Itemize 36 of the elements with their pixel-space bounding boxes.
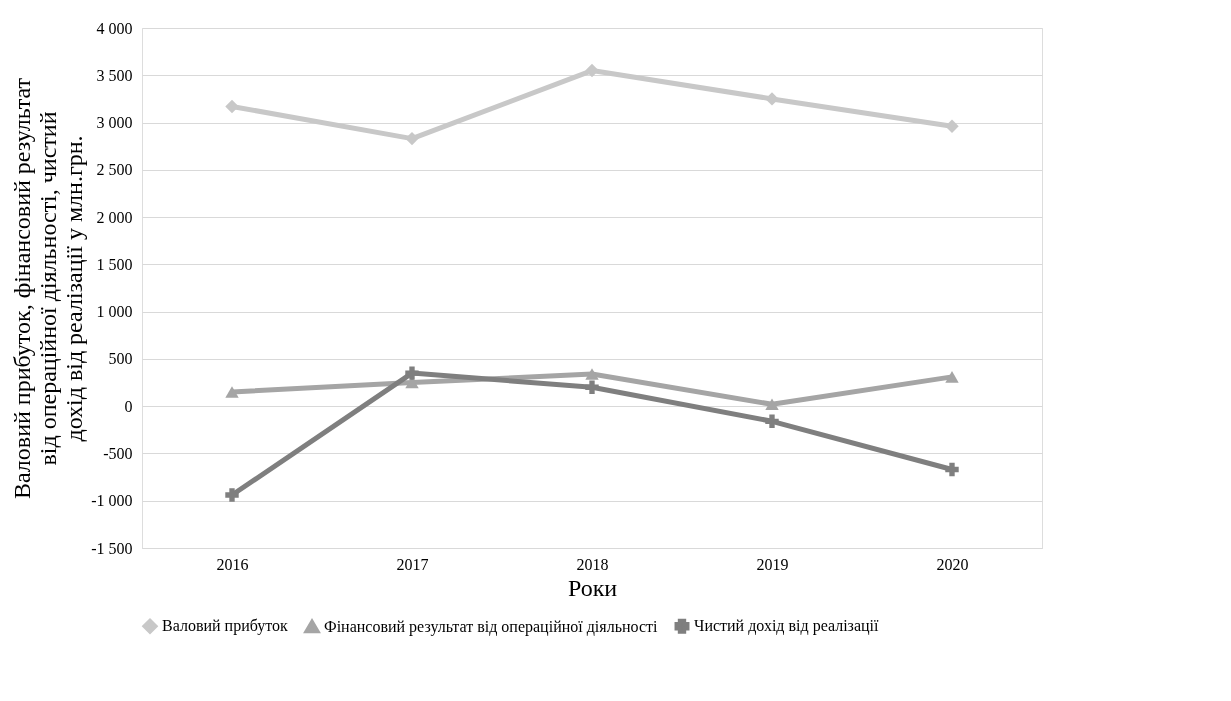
x-tick-label: 2018 <box>576 555 609 573</box>
point <box>225 99 239 114</box>
y-tick-label: 3 000 <box>96 114 133 132</box>
x-tick-label: 2017 <box>396 555 429 573</box>
x-tick-label: 2016 <box>216 555 249 573</box>
point <box>585 63 599 78</box>
point <box>945 371 959 383</box>
y-tick-label: 2 500 <box>96 161 133 179</box>
point <box>765 92 779 106</box>
x-tick-label: 2020 <box>936 555 969 573</box>
point <box>585 380 599 394</box>
y-tick-label: 4 000 <box>96 19 133 37</box>
x-tick-label: 2019 <box>756 555 789 573</box>
point <box>225 488 239 502</box>
y-tick-label: 1 000 <box>96 303 133 321</box>
point <box>585 368 599 380</box>
legend-label: Чистий дохід від реалізації <box>694 617 880 636</box>
point <box>765 398 779 411</box>
x-axis-title: Роки <box>567 574 618 601</box>
y-tick-label: -1 500 <box>91 539 133 557</box>
point <box>225 386 239 398</box>
y-tick-label: 500 <box>108 350 133 368</box>
y-tick-label: 2 000 <box>96 208 133 226</box>
point <box>945 119 959 134</box>
point <box>405 366 419 380</box>
y-tick-label: 1 500 <box>96 255 133 273</box>
point <box>945 462 959 477</box>
y-tick-label: -1 000 <box>91 492 133 510</box>
y-tick-label: 3 500 <box>96 66 133 84</box>
y-tick-label: -500 <box>103 444 133 462</box>
legend-label: Фінансовий результат від операційної діяльності <box>324 617 658 636</box>
point <box>765 414 779 429</box>
y-tick-label: 0 <box>124 397 133 415</box>
point <box>405 131 419 146</box>
legend-label: Валовий прибуток <box>162 617 289 636</box>
y-axis-title: Валовий прибуток, фінансовий результат від операційної діяльності, чистий дохід від реалізації у млн.грн. <box>9 77 88 500</box>
